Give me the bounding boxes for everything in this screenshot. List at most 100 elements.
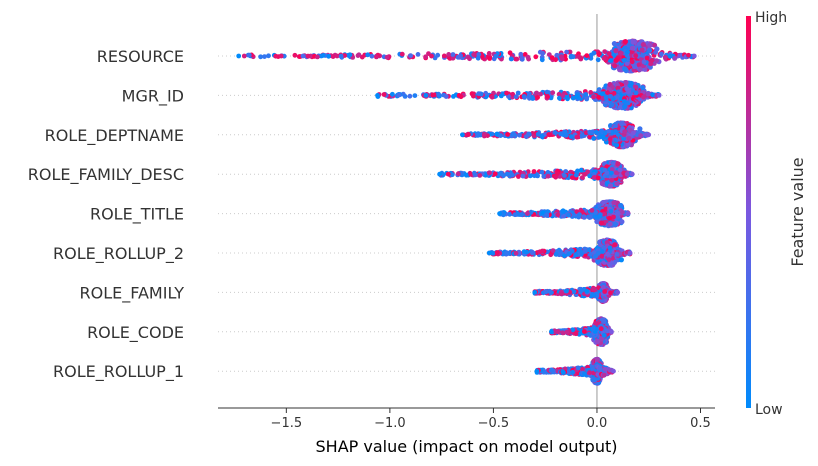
shap-dot [320,53,326,58]
shap-dot [641,94,646,100]
shap-dot [510,172,515,178]
shap-dot [593,130,599,135]
shap-dot [553,174,559,180]
shap-dot [450,55,456,61]
shap-dot [608,94,613,99]
shap-dot [626,135,632,141]
shap-dot [629,45,635,51]
shap-dot [498,133,503,139]
shap-dot [622,57,627,63]
shap-dot [381,92,387,97]
shap-dot [492,171,498,177]
shap-dot [463,172,469,178]
shap-dot [625,211,631,217]
shap-dot [600,91,605,97]
shap-dot [622,39,629,45]
shap-dot [375,93,380,98]
shap-dot [647,48,653,54]
shap-dot [539,57,545,63]
shap-dot [612,221,619,227]
shap-dot [640,52,645,58]
shap-dot [608,208,614,214]
shap-dot [517,132,522,138]
shap-dot [415,52,421,57]
shap-dot [505,132,510,137]
shap-dot [493,53,499,59]
shap-dot [633,53,639,59]
shap-dot [258,54,263,60]
shap-dot [525,211,530,217]
shap-dot [423,54,428,60]
shap-dot [667,53,673,59]
shap-dot [625,49,630,55]
shap-dot [466,132,471,138]
shap-dot [568,134,574,140]
shap-dot [622,66,628,72]
shap-dot [292,52,298,58]
shap-dot [445,171,451,177]
shap-dot [369,53,375,59]
shap-dot [487,56,493,61]
shap-dot [531,169,537,174]
shap-dot [651,42,658,48]
shap-dot [553,57,558,63]
shap-dot [607,215,612,221]
shap-dot [577,212,582,218]
shap-dot [535,173,540,179]
shap-dot [607,136,613,142]
shap-dot [623,80,629,86]
shap-dot [611,41,618,47]
shap-dot [549,55,555,60]
shap-dot [544,89,550,95]
shap-dot [587,129,593,135]
shap-dot [508,56,514,62]
shap-dot [423,93,429,98]
shap-dot [515,90,521,96]
shap-dot [533,54,539,60]
shap-dot [589,208,595,213]
shap-dot [611,200,617,206]
shap-dot [618,202,624,209]
shap-dot [624,171,630,177]
shap-dot [596,94,601,100]
shap-dot [497,211,502,217]
shap-dot [624,86,630,92]
shap-dot [649,57,655,63]
shap-dot [604,170,610,176]
shap-dot [686,52,691,58]
shap-dot [591,94,596,100]
shap-dot [601,134,606,140]
shap-dot [273,53,279,59]
shap-dot [645,91,651,97]
shap-dot [534,90,539,96]
shap-dot [236,53,242,59]
shap-dot [520,173,526,179]
shap-dot [587,214,593,220]
shap-dot [504,90,509,96]
shap-dot [644,55,650,61]
shap-dot [374,54,379,60]
shap-dot [612,63,618,69]
shap-dot [513,56,519,62]
shap-dot [618,257,625,263]
shap-dot [498,170,504,176]
shap-dot [691,53,697,59]
shap-dot [617,104,624,110]
shap-dot [338,53,344,59]
shap-dot [545,173,551,179]
shap-dot [512,212,518,218]
shap-dot [575,168,580,174]
shap-dot [498,93,504,99]
shap-dot [546,52,552,57]
shap-dot [602,49,608,54]
shap-dot [407,93,413,99]
shap-dots [236,38,697,386]
shap-dot [402,94,408,99]
shap-dot [559,54,564,60]
shap-dot [489,94,495,100]
shap-dot [574,134,580,140]
shap-dot [471,93,476,99]
shap-dot [584,53,590,58]
